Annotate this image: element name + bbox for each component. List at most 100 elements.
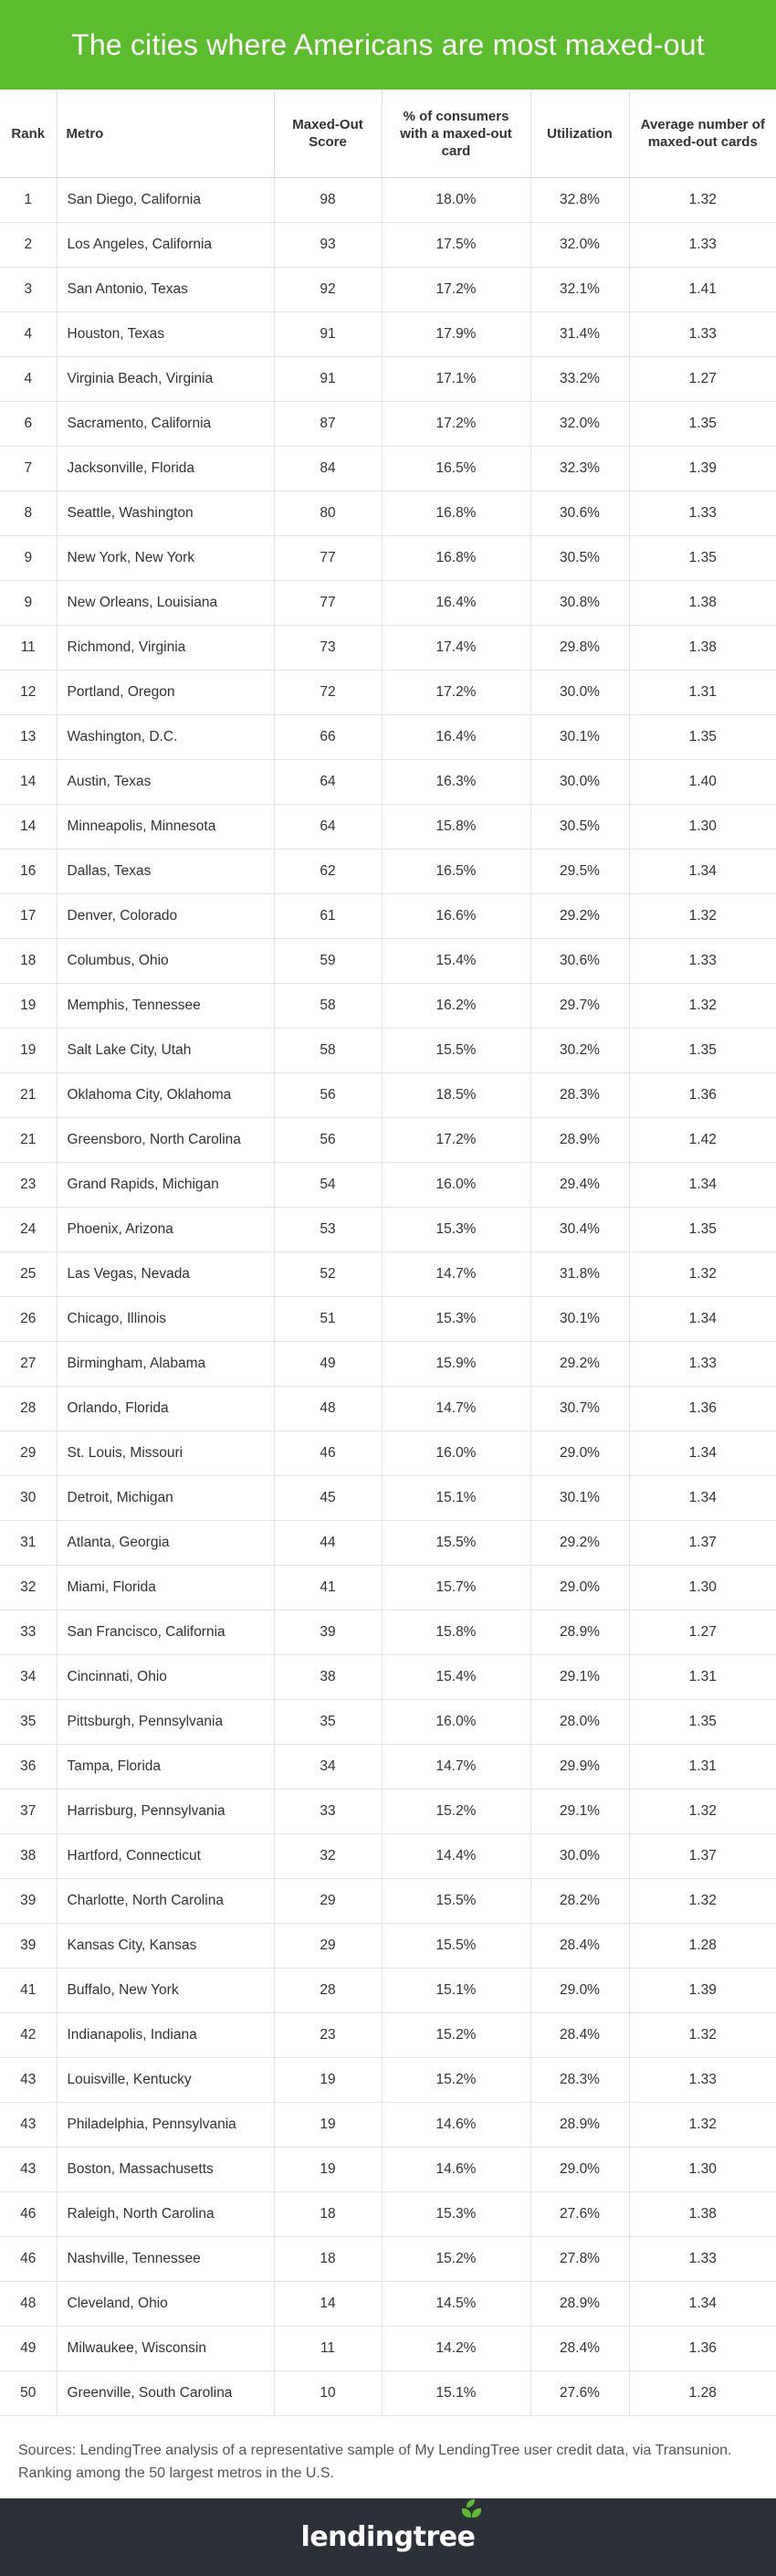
pct-maxed-cell: 14.4% (382, 1833, 531, 1879)
avg-cards-cell: 1.32 (629, 2102, 776, 2148)
rank-cell: 43 (0, 2147, 58, 2192)
pct-maxed-cell: 17.2% (382, 1117, 531, 1163)
table-row: 39 Charlotte, North Carolina 29 15.5% 28.2% 1… (0, 1878, 776, 1924)
score-cell: 38 (274, 1654, 383, 1700)
pct-maxed-cell: 17.5% (382, 222, 531, 268)
avg-cards-cell: 1.42 (629, 1117, 776, 1163)
pct-maxed-cell: 14.7% (382, 1251, 531, 1297)
rank-cell: 12 (0, 670, 58, 715)
metro-cell: San Antonio, Texas (57, 267, 275, 312)
score-cell: 58 (274, 983, 383, 1029)
table-row: 27 Birmingham, Alabama 49 15.9% 29.2% 1.33 (0, 1341, 776, 1387)
metro-cell: Richmond, Virginia (57, 625, 275, 670)
table-row: 29 St. Louis, Missouri 46 16.0% 29.0% 1.34 (0, 1431, 776, 1476)
metro-cell: St. Louis, Missouri (57, 1431, 275, 1476)
metro-cell: Harrisburg, Pennsylvania (57, 1789, 275, 1834)
utilization-cell: 28.3% (530, 2057, 630, 2103)
rank-cell: 43 (0, 2057, 58, 2103)
table-row: 8 Seattle, Washington 80 16.8% 30.6% 1.33 (0, 491, 776, 536)
score-cell: 56 (274, 1072, 383, 1118)
avg-cards-cell: 1.33 (629, 2057, 776, 2103)
rank-cell: 21 (0, 1117, 58, 1163)
metro-cell: Buffalo, New York (57, 1968, 275, 2013)
utilization-cell: 29.2% (530, 1520, 630, 1566)
score-cell: 62 (274, 849, 383, 894)
rank-cell: 11 (0, 625, 58, 670)
pct-maxed-cell: 15.2% (382, 2012, 531, 2058)
rank-cell: 1 (0, 177, 58, 223)
metro-cell: Cleveland, Ohio (57, 2281, 275, 2327)
score-cell: 18 (274, 2236, 383, 2282)
avg-cards-cell: 1.32 (629, 983, 776, 1029)
table-row: 28 Orlando, Florida 48 14.7% 30.7% 1.36 (0, 1386, 776, 1431)
metro-cell: Las Vegas, Nevada (57, 1251, 275, 1297)
rank-cell: 41 (0, 1968, 58, 2013)
table-row: 9 New Orleans, Louisiana 77 16.4% 30.8% 1.38 (0, 580, 776, 626)
rank-cell: 4 (0, 311, 58, 357)
rank-cell: 38 (0, 1833, 58, 1879)
metro-cell: Oklahoma City, Oklahoma (57, 1072, 275, 1118)
metro-cell: Dallas, Texas (57, 849, 275, 894)
table-row: 30 Detroit, Michigan 45 15.1% 30.1% 1.34 (0, 1475, 776, 1521)
score-cell: 29 (274, 1878, 383, 1924)
rank-cell: 23 (0, 1162, 58, 1208)
table-row: 17 Denver, Colorado 61 16.6% 29.2% 1.32 (0, 893, 776, 939)
table-row: 7 Jacksonville, Florida 84 16.5% 32.3% 1.39 (0, 446, 776, 491)
table-row: 21 Oklahoma City, Oklahoma 56 18.5% 28.3% 1.3… (0, 1072, 776, 1118)
rank-cell: 9 (0, 535, 58, 581)
table-row: 32 Miami, Florida 41 15.7% 29.0% 1.30 (0, 1565, 776, 1610)
pct-maxed-cell: 16.5% (382, 849, 531, 894)
avg-cards-cell: 1.35 (629, 714, 776, 760)
metro-cell: Tampa, Florida (57, 1744, 275, 1789)
avg-cards-cell: 1.33 (629, 311, 776, 357)
pct-maxed-cell: 15.1% (382, 1475, 531, 1521)
rank-cell: 49 (0, 2326, 58, 2371)
utilization-cell: 29.0% (530, 1565, 630, 1610)
pct-maxed-cell: 14.5% (382, 2281, 531, 2327)
table-row: 16 Dallas, Texas 62 16.5% 29.5% 1.34 (0, 849, 776, 894)
score-cell: 19 (274, 2147, 383, 2192)
pct-maxed-cell: 17.2% (382, 670, 531, 715)
utilization-cell: 32.3% (530, 446, 630, 491)
pct-maxed-cell: 14.6% (382, 2102, 531, 2148)
metro-cell: New York, New York (57, 535, 275, 581)
page-title: The cities where Americans are most maxe… (0, 0, 776, 90)
avg-cards-cell: 1.28 (629, 1923, 776, 1969)
score-cell: 73 (274, 625, 383, 670)
table-row: 4 Virginia Beach, Virginia 91 17.1% 33.2% 1.2… (0, 356, 776, 402)
score-cell: 58 (274, 1028, 383, 1073)
metro-cell: Nashville, Tennessee (57, 2236, 275, 2282)
rank-cell: 30 (0, 1475, 58, 1521)
metro-cell: Miami, Florida (57, 1565, 275, 1610)
lendingtree-logo: lendingtree (301, 2499, 482, 2553)
pct-maxed-cell: 16.8% (382, 491, 531, 536)
rank-cell: 8 (0, 491, 58, 536)
rank-cell: 50 (0, 2370, 58, 2416)
rank-cell: 7 (0, 446, 58, 491)
pct-maxed-cell: 14.6% (382, 2147, 531, 2192)
pct-maxed-cell: 15.2% (382, 2057, 531, 2103)
table-row: 50 Greenville, South Carolina 10 15.1% 27.6%… (0, 2370, 776, 2416)
table-header-row: Rank Metro Maxed-Out Score % of consumer… (0, 90, 776, 178)
table-row: 46 Nashville, Tennessee 18 15.2% 27.8% 1.33 (0, 2236, 776, 2282)
rank-cell: 46 (0, 2236, 58, 2282)
metro-cell: Cincinnati, Ohio (57, 1654, 275, 1700)
metro-cell: Los Angeles, California (57, 222, 275, 268)
table-row: 12 Portland, Oregon 72 17.2% 30.0% 1.31 (0, 670, 776, 715)
pct-maxed-cell: 15.1% (382, 1968, 531, 2013)
rank-cell: 25 (0, 1251, 58, 1297)
utilization-cell: 30.8% (530, 580, 630, 626)
score-cell: 91 (274, 356, 383, 402)
table-row: 33 San Francisco, California 39 15.8% 28.9% 1… (0, 1610, 776, 1655)
data-table: Rank Metro Maxed-Out Score % of consumer… (0, 90, 776, 2416)
utilization-cell: 29.0% (530, 1431, 630, 1476)
utilization-cell: 29.7% (530, 983, 630, 1029)
score-cell: 56 (274, 1117, 383, 1163)
table-row: 36 Tampa, Florida 34 14.7% 29.9% 1.31 (0, 1744, 776, 1789)
avg-cards-cell: 1.36 (629, 1386, 776, 1431)
score-cell: 14 (274, 2281, 383, 2327)
rank-cell: 19 (0, 1028, 58, 1073)
avg-cards-cell: 1.38 (629, 625, 776, 670)
table-row: 9 New York, New York 77 16.8% 30.5% 1.35 (0, 535, 776, 581)
score-cell: 33 (274, 1789, 383, 1834)
